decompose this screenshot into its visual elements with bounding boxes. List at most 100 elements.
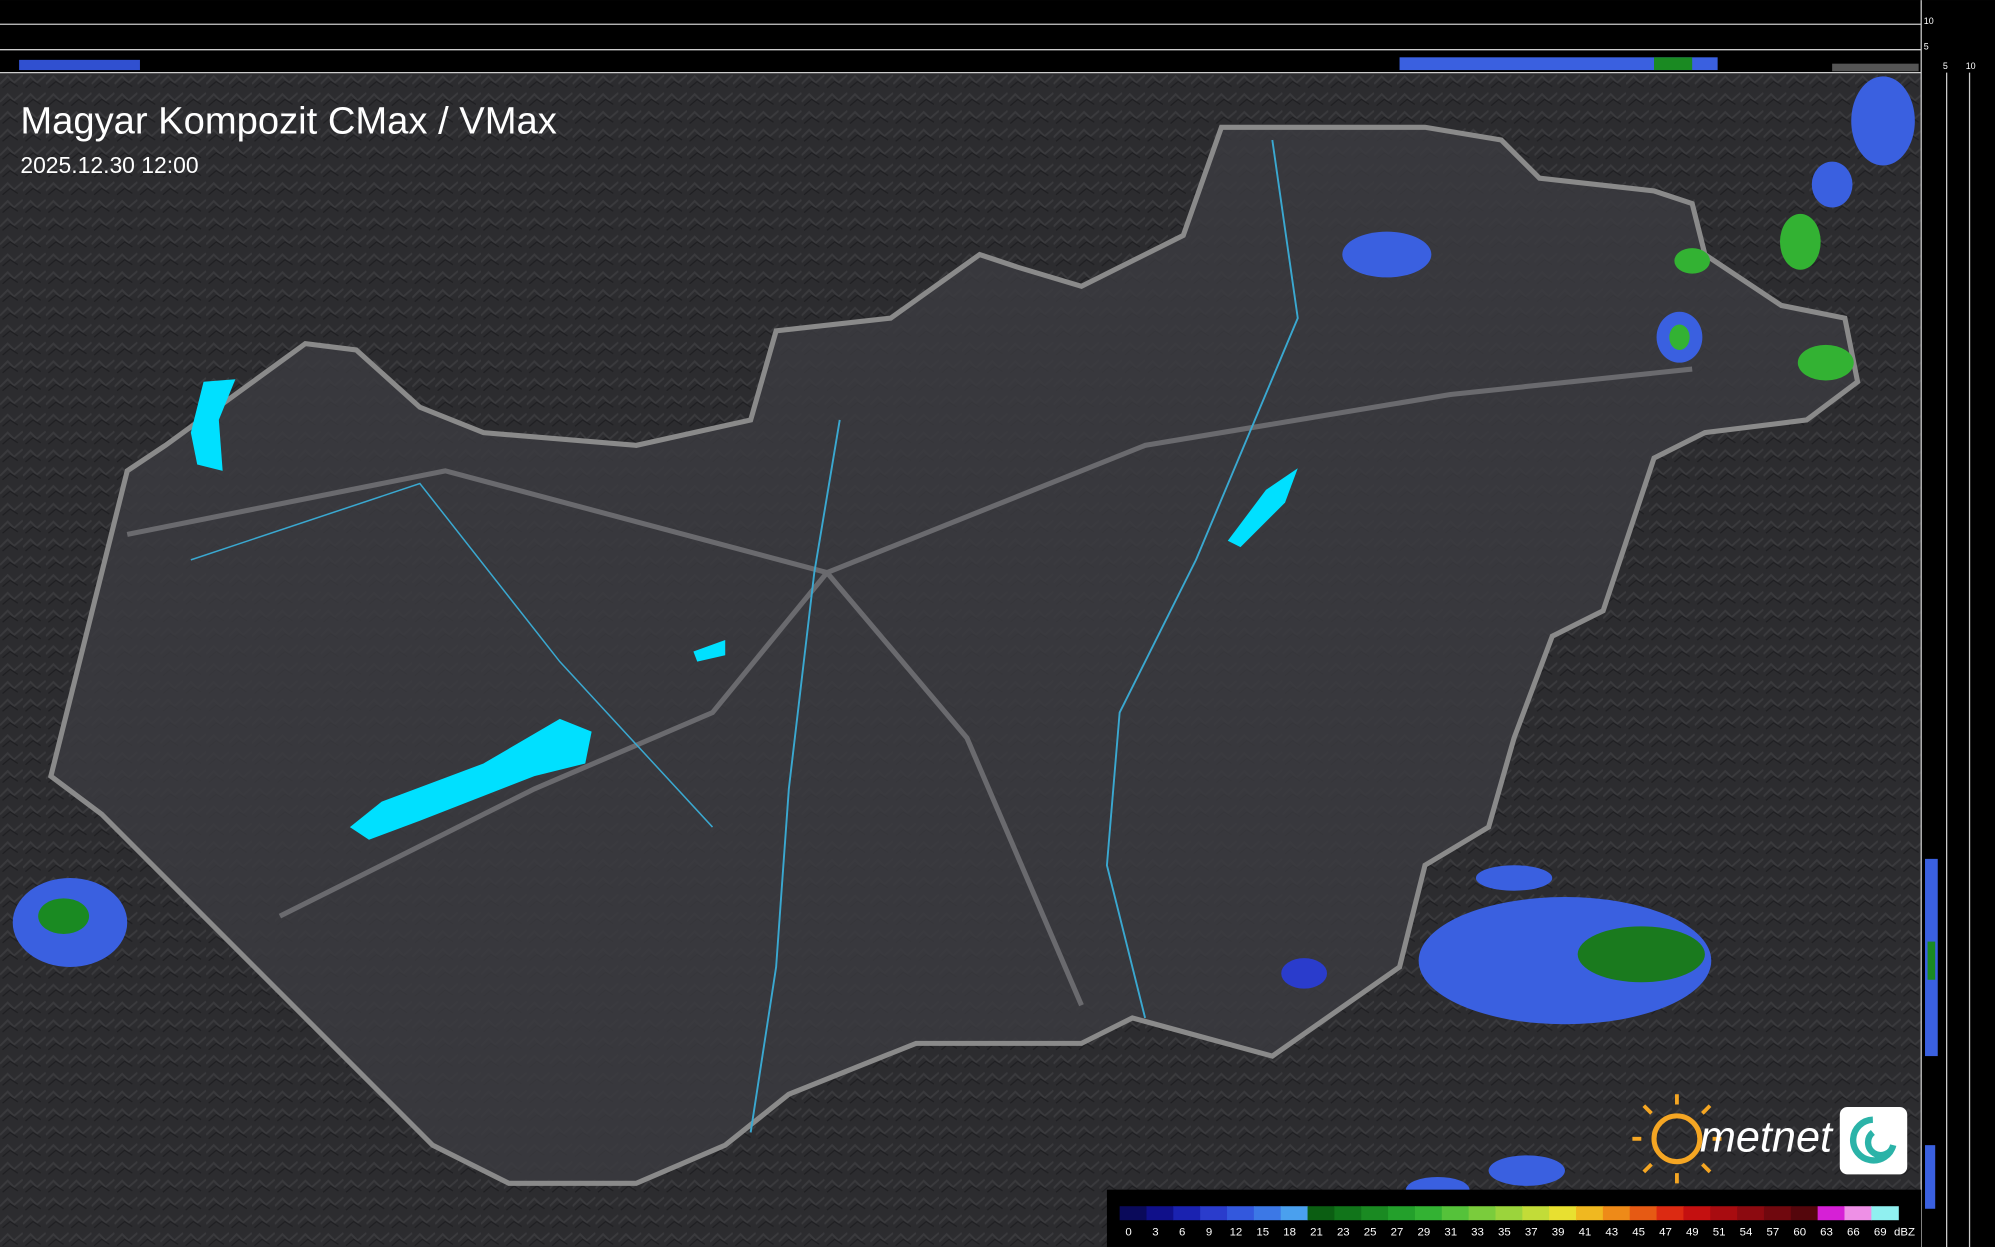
radar-echoes	[12, 76, 1915, 1203]
legend-label: 23	[1337, 1226, 1350, 1238]
legend-label: 6	[1179, 1226, 1185, 1238]
legend-label: 60	[1793, 1226, 1806, 1238]
legend-label: 18	[1283, 1226, 1296, 1238]
legend-swatch	[1737, 1206, 1765, 1221]
legend-label: 66	[1847, 1226, 1860, 1238]
echo	[1797, 344, 1854, 381]
legend-swatch	[1602, 1206, 1631, 1221]
logo-rays	[1632, 1094, 1722, 1184]
logo: metnet	[1632, 1094, 1908, 1184]
logo-text: metnet	[1700, 1114, 1834, 1162]
legend-label: 33	[1471, 1226, 1484, 1238]
lake	[190, 379, 236, 471]
legend-swatch	[1683, 1206, 1711, 1221]
legend-swatch	[1200, 1206, 1228, 1221]
timestamp: 2025.12.30 12:00	[20, 152, 198, 178]
legend-swatch	[1549, 1206, 1577, 1221]
river	[190, 482, 714, 828]
legend-swatch	[1119, 1206, 1148, 1221]
profile-echo	[1927, 941, 1936, 980]
profile-label: 10	[1924, 16, 1934, 26]
legend-label: 21	[1310, 1226, 1323, 1238]
road	[825, 570, 1084, 1007]
legend-swatch	[1280, 1206, 1309, 1221]
legend-label: 69	[1874, 1226, 1887, 1238]
legend-swatch	[1414, 1206, 1443, 1221]
logo-swirl	[1850, 1116, 1897, 1164]
legend-label: 9	[1206, 1226, 1212, 1238]
legend-label: 37	[1525, 1226, 1538, 1238]
profile-echo	[1654, 57, 1693, 71]
profile-label: 5	[1943, 61, 1948, 71]
echo	[38, 898, 90, 934]
lake	[1227, 468, 1298, 548]
legend-swatch	[1227, 1206, 1255, 1221]
legend-swatch	[1817, 1206, 1846, 1221]
legend-swatch	[1495, 1206, 1523, 1221]
legend-swatch	[1522, 1206, 1550, 1221]
echo	[1342, 231, 1432, 278]
logo-sun	[1651, 1113, 1703, 1165]
legend-swatch	[1146, 1206, 1174, 1221]
legend-swatch	[1307, 1206, 1336, 1221]
legend-swatch	[1790, 1206, 1819, 1221]
profile-echo	[1925, 1145, 1936, 1209]
logo-box	[1839, 1106, 1908, 1175]
legend-swatch	[1253, 1206, 1282, 1221]
legend-label: 3	[1152, 1226, 1158, 1238]
legend-label: 51	[1713, 1226, 1726, 1238]
echo	[1669, 324, 1690, 350]
legend-label: 43	[1605, 1226, 1618, 1238]
legend-label: 12	[1230, 1226, 1243, 1238]
legend-swatch	[1334, 1206, 1362, 1221]
echo	[1281, 958, 1328, 989]
profile-echo	[19, 59, 140, 71]
profile-echo	[1832, 63, 1919, 72]
legend: 0 3 6 9 12 15 18 21 23 25 27 29 31 33 35 37 39 41 43 45 47 49…	[1119, 1206, 1915, 1238]
river	[749, 419, 841, 1133]
echo	[1577, 926, 1705, 983]
road	[126, 366, 1693, 576]
legend-label: 39	[1552, 1226, 1565, 1238]
legend-unit: dBZ	[1894, 1226, 1915, 1238]
legend-label: 0	[1125, 1226, 1131, 1238]
legend-label: 15	[1256, 1226, 1269, 1238]
legend-swatch	[1361, 1206, 1389, 1221]
legend-label: 47	[1659, 1226, 1672, 1238]
legend-label: 54	[1740, 1226, 1753, 1238]
legend-swatch	[1710, 1206, 1738, 1221]
echo	[1811, 161, 1853, 208]
legend-label: 29	[1417, 1226, 1430, 1238]
legend-swatch	[1576, 1206, 1604, 1221]
echo	[1475, 865, 1553, 891]
legend-label: 63	[1820, 1226, 1833, 1238]
country-border	[48, 124, 1861, 1186]
echo	[1674, 248, 1710, 274]
legend-swatch	[1656, 1206, 1685, 1221]
legend-swatch	[1763, 1206, 1792, 1221]
legend-label: 27	[1391, 1226, 1404, 1238]
legend-label: 25	[1364, 1226, 1377, 1238]
legend-label: 41	[1579, 1226, 1592, 1238]
legend-swatch	[1844, 1206, 1872, 1221]
lake	[693, 640, 726, 662]
echo	[1851, 76, 1915, 166]
profile-label: 10	[1966, 61, 1976, 71]
map-title: Magyar Kompozit CMax / VMax	[20, 100, 556, 143]
legend-swatch	[1629, 1206, 1658, 1221]
river	[1105, 139, 1299, 1019]
echo	[1779, 213, 1821, 270]
road	[278, 570, 829, 919]
legend-swatch	[1468, 1206, 1497, 1221]
profile-label: 5	[1924, 42, 1929, 52]
legend-label: 49	[1686, 1226, 1699, 1238]
lake	[349, 718, 592, 840]
legend-swatch	[1173, 1206, 1201, 1221]
legend-label: 45	[1632, 1226, 1645, 1238]
profile-echo	[1399, 57, 1718, 71]
legend-label: 35	[1498, 1226, 1511, 1238]
legend-swatch	[1871, 1206, 1899, 1221]
side-profile	[1921, 0, 1995, 1247]
